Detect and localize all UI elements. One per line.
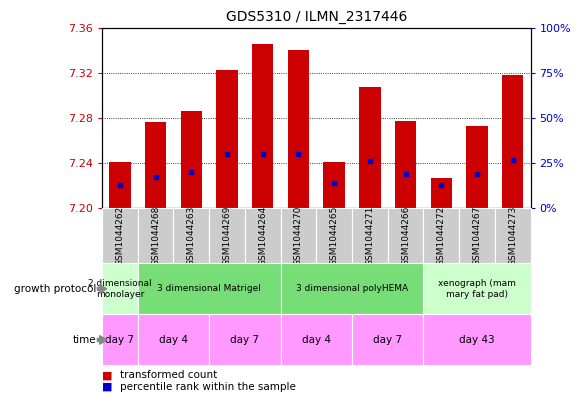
Text: GSM1044267: GSM1044267 (472, 206, 482, 266)
Text: xenograph (mam
mary fat pad): xenograph (mam mary fat pad) (438, 279, 516, 299)
Bar (359, 87, 381, 208)
Text: GSM1044264: GSM1044264 (258, 206, 267, 266)
Text: GSM1044272: GSM1044272 (437, 206, 446, 266)
Bar (459, 208, 495, 263)
Bar (502, 75, 524, 208)
Title: GDS5310 / ILMN_2317446: GDS5310 / ILMN_2317446 (226, 10, 407, 24)
Text: GSM1044266: GSM1044266 (401, 206, 410, 266)
Text: GSM1044270: GSM1044270 (294, 206, 303, 266)
Bar (466, 126, 488, 208)
Bar (209, 208, 245, 263)
Bar (109, 162, 131, 208)
Bar (288, 50, 309, 208)
Bar (317, 208, 352, 263)
Bar (280, 263, 423, 314)
Bar (252, 44, 273, 208)
Bar (102, 314, 138, 365)
Text: time: time (72, 335, 96, 345)
Bar (138, 208, 174, 263)
Text: GSM1044269: GSM1044269 (223, 206, 231, 266)
Bar (280, 314, 352, 365)
Bar (245, 208, 280, 263)
Bar (280, 208, 317, 263)
Bar (102, 208, 138, 263)
Text: 3 dimensional polyHEMA: 3 dimensional polyHEMA (296, 285, 408, 293)
Bar (352, 314, 423, 365)
Bar (102, 263, 138, 314)
Bar (495, 208, 531, 263)
Bar (423, 208, 459, 263)
Text: day 4: day 4 (159, 335, 188, 345)
Text: GSM1044271: GSM1044271 (366, 206, 374, 266)
Text: GSM1044265: GSM1044265 (329, 206, 339, 266)
Bar (423, 263, 531, 314)
Bar (209, 314, 280, 365)
Text: transformed count: transformed count (120, 370, 217, 380)
Bar (388, 208, 423, 263)
Text: ■: ■ (102, 370, 113, 380)
Text: 3 dimensional Matrigel: 3 dimensional Matrigel (157, 285, 261, 293)
Text: ■: ■ (102, 382, 113, 392)
Text: day 43: day 43 (459, 335, 495, 345)
Bar (216, 70, 238, 208)
Text: day 7: day 7 (373, 335, 402, 345)
Bar (138, 263, 280, 314)
Text: GSM1044262: GSM1044262 (115, 206, 124, 266)
Bar (145, 123, 166, 208)
Text: GSM1044273: GSM1044273 (508, 206, 517, 266)
Text: GSM1044268: GSM1044268 (151, 206, 160, 266)
Text: GSM1044263: GSM1044263 (187, 206, 196, 266)
Bar (324, 162, 345, 208)
Bar (423, 314, 531, 365)
Bar (138, 314, 209, 365)
Text: percentile rank within the sample: percentile rank within the sample (120, 382, 296, 392)
Text: growth protocol: growth protocol (14, 284, 96, 294)
Text: day 7: day 7 (106, 335, 134, 345)
Text: day 7: day 7 (230, 335, 259, 345)
Bar (181, 111, 202, 208)
Text: 2 dimensional
monolayer: 2 dimensional monolayer (88, 279, 152, 299)
Bar (395, 121, 416, 208)
Text: day 4: day 4 (302, 335, 331, 345)
Bar (352, 208, 388, 263)
Bar (174, 208, 209, 263)
Bar (430, 178, 452, 208)
